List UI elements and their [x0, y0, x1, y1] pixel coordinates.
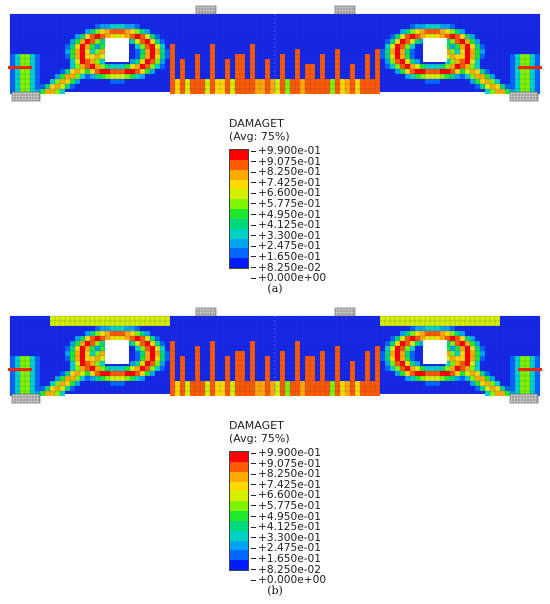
color-scale-swatch	[230, 501, 248, 512]
figure-caption-a: (a)	[267, 282, 283, 295]
loading-plate	[195, 5, 217, 15]
legend-label: +9.900e-01	[251, 448, 326, 459]
legend-label: +3.300e-01	[251, 231, 326, 242]
legend-label: +4.950e-01	[251, 209, 326, 221]
rebar-end	[8, 66, 32, 69]
support-plate	[509, 91, 539, 102]
legend-a: DAMAGET (Avg: 75%) +9.900e-01 +9.075e-01…	[229, 117, 326, 283]
web-opening-left	[105, 340, 129, 364]
color-scale-swatch	[230, 258, 248, 269]
rebar-end	[518, 66, 542, 69]
support-plate	[11, 393, 41, 404]
legend-label: +9.075e-01	[251, 458, 326, 470]
support-plate	[11, 91, 41, 102]
color-scale-swatch	[230, 189, 248, 200]
legend-subtitle: (Avg: 75%)	[229, 130, 290, 143]
legend-label: +8.250e-02	[251, 262, 326, 274]
legend-label: +5.775e-01	[251, 501, 326, 512]
color-scale-swatch	[230, 199, 248, 210]
color-scale-bar	[229, 149, 249, 270]
legend-label: +6.600e-01	[251, 188, 326, 199]
legend-label: +7.425e-01	[251, 480, 326, 491]
legend-label: +0.000e+00	[251, 273, 326, 284]
damage-cells	[10, 24, 540, 94]
legend-title: DAMAGET	[229, 419, 284, 432]
legend-labels: +9.900e-01 +9.075e-01 +8.250e-01 +7.425e…	[251, 146, 326, 284]
color-scale-bar	[229, 451, 249, 572]
legend-label: +8.250e-02	[251, 564, 326, 576]
legend-label: +1.650e-01	[251, 252, 326, 263]
color-scale-swatch	[230, 471, 248, 482]
color-scale-swatch	[230, 530, 248, 541]
legend-label: +4.950e-01	[251, 511, 326, 523]
color-scale-swatch	[230, 452, 248, 462]
support-plate	[509, 393, 539, 404]
legend-label: +4.125e-01	[251, 522, 326, 533]
legend-label: +3.300e-01	[251, 533, 326, 544]
color-scale-swatch	[230, 238, 248, 249]
color-scale-swatch	[230, 520, 248, 531]
color-scale-swatch	[230, 540, 248, 551]
color-scale-swatch	[230, 169, 248, 180]
legend-labels: +9.900e-01 +9.075e-01 +8.250e-01 +7.425e…	[251, 448, 326, 586]
loading-plate	[195, 307, 217, 317]
color-scale-swatch	[230, 248, 248, 259]
legend-label: +5.775e-01	[251, 199, 326, 210]
legend-label: +9.900e-01	[251, 146, 326, 157]
legend-label: +4.125e-01	[251, 220, 326, 231]
web-opening-right	[423, 38, 447, 62]
panel-a: DAMAGET (Avg: 75%) +9.900e-01 +9.075e-01…	[0, 0, 550, 300]
legend-label: +6.600e-01	[251, 490, 326, 501]
legend-label: +2.475e-01	[251, 543, 326, 554]
color-scale-swatch	[230, 481, 248, 492]
web-opening-right	[423, 340, 447, 364]
legend-label: +8.250e-01	[251, 167, 326, 178]
color-scale-swatch	[230, 218, 248, 229]
damage-cells	[10, 316, 540, 396]
color-scale-swatch	[230, 159, 248, 170]
color-scale-swatch	[230, 150, 248, 160]
legend-label: +9.075e-01	[251, 156, 326, 168]
legend-label: +0.000e+00	[251, 575, 326, 586]
color-scale-swatch	[230, 209, 248, 219]
panel-b: DAMAGET (Avg: 75%) +9.900e-01 +9.075e-01…	[0, 302, 550, 604]
beam-damage-contour-b	[8, 307, 542, 404]
legend-title: DAMAGET	[229, 117, 284, 130]
color-scale-swatch	[230, 461, 248, 472]
web-opening-left	[105, 38, 129, 62]
legend-b: DAMAGET (Avg: 75%) +9.900e-01 +9.075e-01…	[229, 419, 326, 585]
color-scale-swatch	[230, 560, 248, 571]
loading-plate	[334, 307, 356, 317]
color-scale-swatch	[230, 179, 248, 190]
legend-label: +8.250e-01	[251, 469, 326, 480]
beam-damage-contour-a	[8, 5, 542, 102]
legend-subtitle: (Avg: 75%)	[229, 432, 290, 445]
color-scale-swatch	[230, 550, 248, 561]
legend-label: +1.650e-01	[251, 554, 326, 565]
rebar-end	[8, 368, 32, 371]
color-scale-swatch	[230, 511, 248, 521]
loading-plate	[334, 5, 356, 15]
figure-caption-b: (b)	[267, 584, 283, 597]
legend-label: +7.425e-01	[251, 178, 326, 189]
color-scale-swatch	[230, 228, 248, 239]
color-scale-swatch	[230, 491, 248, 502]
rebar-end	[518, 368, 542, 371]
legend-label: +2.475e-01	[251, 241, 326, 252]
